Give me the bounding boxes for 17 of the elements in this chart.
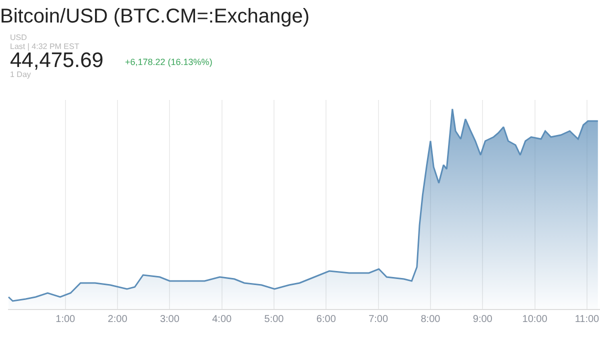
- x-tick-label: 3:00: [160, 314, 180, 325]
- x-tick-label: 9:00: [472, 314, 493, 325]
- x-tick-label: 1:00: [56, 314, 76, 325]
- x-tick-label: 4:00: [212, 314, 232, 325]
- text: USD: [10, 33, 28, 42]
- text: 44,475.69: [10, 49, 104, 72]
- text: 1 Day: [10, 70, 31, 79]
- text: Last | 4:32 PM EST: [10, 42, 80, 51]
- x-tick-label: 11:00: [574, 314, 600, 325]
- x-tick-label: 10:00: [522, 314, 548, 325]
- x-tick-label: 7:00: [368, 314, 388, 325]
- x-tick-label: 5:00: [264, 314, 284, 325]
- x-tick-label: 8:00: [420, 314, 441, 325]
- text: +6,178.22 (16.13%%): [125, 57, 212, 67]
- chart-title: Bitcoin/USD (BTC.CM=:Exchange): [0, 6, 310, 28]
- x-tick-label: 6:00: [316, 314, 336, 325]
- x-tick-label: 2:00: [108, 314, 128, 325]
